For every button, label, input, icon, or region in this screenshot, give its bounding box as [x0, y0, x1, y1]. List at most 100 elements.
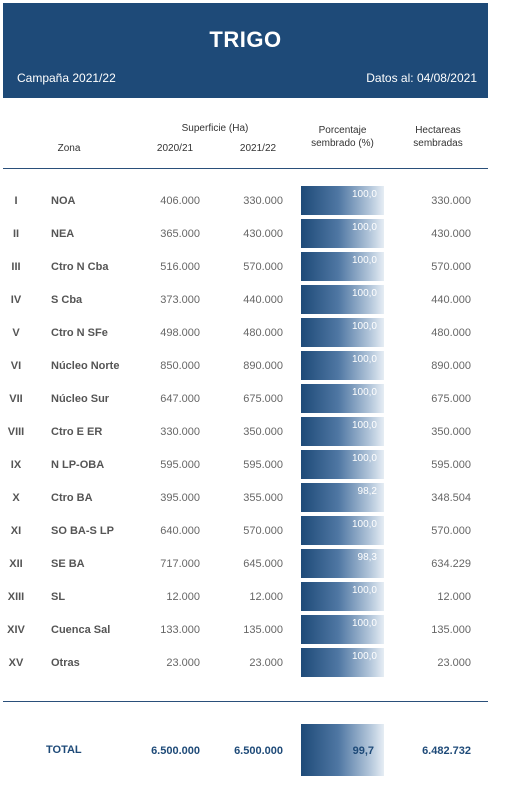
surface-2020: 133.000 [160, 624, 200, 636]
zone-number: I [14, 195, 18, 207]
surface-2021: 430.000 [243, 228, 283, 240]
surface-2021: 355.000 [243, 492, 283, 504]
zone-number: X [12, 492, 20, 504]
surface-2021: 480.000 [243, 327, 283, 339]
col-has-line1: Hectareas [415, 125, 461, 136]
pct-bar: 100,0 [301, 186, 384, 215]
surface-2020: 516.000 [160, 261, 200, 273]
zone-name: Otras [51, 657, 80, 669]
pct-value: 100,0 [351, 618, 377, 629]
table-row: X Ctro BA 395.000 355.000 348.504 98,2 [0, 481, 511, 514]
season-label: Campaña 2021/22 [17, 71, 116, 85]
pct-value: 100,0 [351, 585, 377, 596]
hectares-sown: 675.000 [431, 393, 471, 405]
surface-2020: 365.000 [160, 228, 200, 240]
hectares-sown: 570.000 [431, 525, 471, 537]
surface-2021: 595.000 [243, 459, 283, 471]
hectares-sown: 348.504 [431, 492, 471, 504]
pct-bar: 98,3 [301, 549, 384, 578]
pct-bar: 100,0 [301, 252, 384, 281]
surface-2021: 330.000 [243, 195, 283, 207]
surface-2020: 717.000 [160, 558, 200, 570]
zone-name: Núcleo Sur [51, 393, 110, 405]
zone-name: Ctro E ER [51, 426, 103, 438]
table-row: XIII SL 12.000 12.000 12.000 100,0 [0, 580, 511, 613]
surface-2021: 12.000 [249, 591, 283, 603]
data-date-label: Datos al: 04/08/2021 [366, 71, 477, 85]
total-hectareas: 6.482.732 [422, 745, 471, 757]
table-row: XI SO BA-S LP 640.000 570.000 570.000 100,0 [0, 514, 511, 547]
pct-bar: 100,0 [301, 285, 384, 314]
table-row: II NEA 365.000 430.000 430.000 100,0 [0, 217, 511, 250]
zone-name: NEA [51, 228, 75, 240]
hectares-sown: 480.000 [431, 327, 471, 339]
surface-2020: 12.000 [166, 591, 200, 603]
surface-2020: 330.000 [160, 426, 200, 438]
surface-2020: 640.000 [160, 525, 200, 537]
total-pct-value: 99,7 [352, 745, 374, 757]
surface-2021: 570.000 [243, 261, 283, 273]
surface-2020: 498.000 [160, 327, 200, 339]
col-superficie: Superficie (Ha) [181, 123, 249, 134]
table-row: III Ctro N Cba 516.000 570.000 570.000 100,0 [0, 250, 511, 283]
surface-2021: 675.000 [243, 393, 283, 405]
zone-name: Ctro N Cba [51, 261, 109, 273]
table-row: IX N LP-OBA 595.000 595.000 595.000 100,0 [0, 448, 511, 481]
surface-2021: 645.000 [243, 558, 283, 570]
total-label: TOTAL [46, 744, 82, 756]
pct-bar: 100,0 [301, 615, 384, 644]
zone-number: XIII [7, 591, 25, 603]
total-sup-2020: 6.500.000 [151, 745, 200, 757]
surface-2020: 406.000 [160, 195, 200, 207]
zone-name: Ctro BA [51, 492, 93, 504]
hectares-sown: 440.000 [431, 294, 471, 306]
zone-number: V [12, 327, 20, 339]
zone-number: XIV [7, 624, 25, 636]
pct-value: 100,0 [351, 651, 377, 662]
col-pct: Porcentaje sembrado (%) [300, 124, 385, 150]
hectares-sown: 634.229 [431, 558, 471, 570]
total-sup-2021: 6.500.000 [234, 745, 283, 757]
hectares-sown: 890.000 [431, 360, 471, 372]
pct-bar: 100,0 [301, 648, 384, 677]
pct-bar: 100,0 [301, 219, 384, 248]
total-pct-bar: 99,7 [301, 724, 384, 776]
table-row: XIV Cuenca Sal 133.000 135.000 135.000 100,0 [0, 613, 511, 646]
surface-2021: 350.000 [243, 426, 283, 438]
zone-number: III [11, 261, 21, 273]
report-title: TRIGO [209, 27, 282, 52]
total-divider [3, 701, 488, 702]
pct-bar: 100,0 [301, 582, 384, 611]
surface-2021: 440.000 [243, 294, 283, 306]
hectares-sown: 570.000 [431, 261, 471, 273]
hectares-sown: 330.000 [431, 195, 471, 207]
surface-2020: 647.000 [160, 393, 200, 405]
pct-value: 100,0 [351, 255, 377, 266]
zone-name: Núcleo Norte [51, 360, 120, 372]
col-hectareas: Hectareas sembradas [398, 124, 478, 150]
zone-number: II [12, 228, 20, 240]
zone-number: XI [10, 525, 22, 537]
surface-2021: 135.000 [243, 624, 283, 636]
hectares-sown: 350.000 [431, 426, 471, 438]
surface-2021: 890.000 [243, 360, 283, 372]
pct-value: 98,2 [357, 486, 377, 497]
pct-value: 100,0 [351, 222, 377, 233]
zone-name: N LP-OBA [51, 459, 105, 471]
zone-number: XII [9, 558, 23, 570]
zone-name: S Cba [51, 294, 83, 306]
col-2021: 2021/22 [239, 143, 277, 154]
pct-value: 98,3 [357, 552, 377, 563]
pct-bar: 98,2 [301, 483, 384, 512]
zone-number: VI [10, 360, 22, 372]
table-row: V Ctro N SFe 498.000 480.000 480.000 100,0 [0, 316, 511, 349]
pct-value: 100,0 [351, 189, 377, 200]
header-divider [3, 168, 488, 169]
report-header: TRIGO Campaña 2021/22 Datos al: 04/08/20… [3, 3, 488, 98]
surface-2020: 23.000 [166, 657, 200, 669]
table-row: XV Otras 23.000 23.000 23.000 100,0 [0, 646, 511, 679]
table-row: VI Núcleo Norte 850.000 890.000 890.000 100,0 [0, 349, 511, 382]
table-row: I NOA 406.000 330.000 330.000 100,0 [0, 184, 511, 217]
col-2020: 2020/21 [156, 143, 194, 154]
hectares-sown: 595.000 [431, 459, 471, 471]
